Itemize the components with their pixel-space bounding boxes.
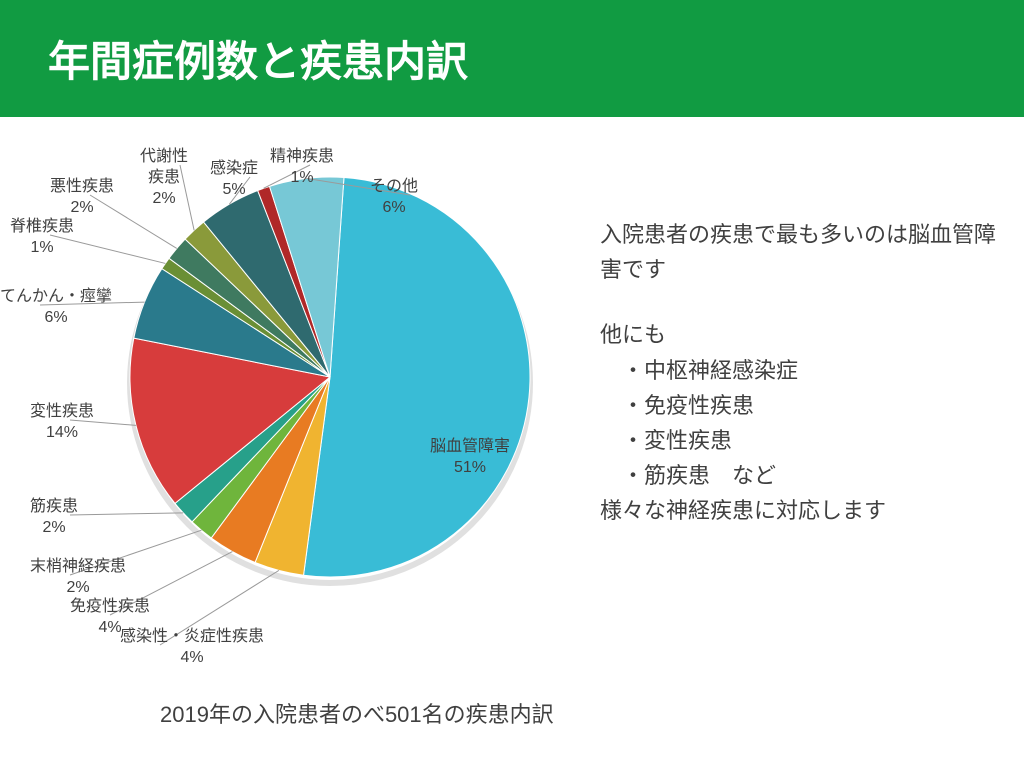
pie-slice-label: 免疫性疾患4% bbox=[70, 597, 150, 639]
pie-slice-label: 代謝性疾患2% bbox=[140, 147, 188, 209]
side-bullet: ・中枢神経感染症 bbox=[600, 353, 1010, 388]
pie-slice-label: 筋疾患2% bbox=[30, 497, 78, 539]
side-bullet: ・変性疾患 bbox=[600, 423, 1010, 458]
side-outro: 様々な神経疾患に対応します bbox=[600, 493, 1010, 528]
content-area: 脳血管障害51%感染性・炎症性疾患4%免疫性疾患4%末梢神経疾患2%筋疾患2%変… bbox=[0, 117, 1024, 757]
pie-slice-label: てんかん・痙攣6% bbox=[0, 287, 112, 329]
pie-slice-label: 悪性疾患2% bbox=[50, 177, 114, 219]
side-bullet: ・筋疾患 など bbox=[600, 458, 1010, 493]
pie-chart bbox=[130, 177, 530, 577]
pie-slice-label: 変性疾患14% bbox=[30, 402, 94, 444]
side-intro: 他にも bbox=[600, 317, 1010, 352]
side-bullet: ・免疫性疾患 bbox=[600, 388, 1010, 423]
pie-slice-label: 末梢神経疾患2% bbox=[30, 557, 126, 599]
pie-chart-wrap: 脳血管障害51%感染性・炎症性疾患4%免疫性疾患4%末梢神経疾患2%筋疾患2%変… bbox=[130, 177, 530, 577]
page-header: 年間症例数と疾患内訳 bbox=[0, 0, 1024, 117]
chart-caption: 2019年の入院患者のべ501名の疾患内訳 bbox=[160, 697, 554, 729]
pie-slice-label: 脳血管障害51% bbox=[430, 437, 510, 479]
pie-slice-label: その他6% bbox=[370, 177, 418, 219]
pie-slice-label: 脊椎疾患1% bbox=[10, 217, 74, 259]
page-title: 年間症例数と疾患内訳 bbox=[48, 38, 468, 85]
leader-line bbox=[70, 513, 183, 515]
pie-slice-label: 感染症5% bbox=[210, 159, 258, 201]
pie-slice-label: 精神疾患1% bbox=[270, 147, 334, 189]
side-line1: 入院患者の疾患で最も多いのは脳血管障害です bbox=[600, 217, 1010, 287]
side-description: 入院患者の疾患で最も多いのは脳血管障害です 他にも ・中枢神経感染症 ・免疫性疾… bbox=[600, 217, 1010, 529]
